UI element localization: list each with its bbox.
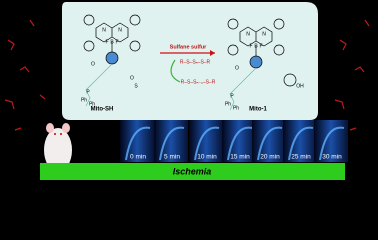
- condition-label: Ischemia: [173, 166, 212, 176]
- tissue-arc: [319, 126, 345, 161]
- tissue-arc: [257, 126, 283, 161]
- tissue-arc: [227, 126, 253, 161]
- timepoint-label: 10 min: [197, 154, 217, 161]
- timepoint-label: 25 min: [291, 154, 311, 161]
- microscopy-strip: 0 min 5 min 10 min 15 min 20 min 25 min 30 min: [120, 120, 348, 162]
- byproduct: R–S–Sₙ₋₁–S–R: [181, 79, 216, 85]
- timepoint-label: 30 min: [322, 154, 342, 161]
- atom-label: N: [262, 31, 266, 37]
- tissue-arc: [159, 126, 185, 161]
- timepoint-label: 5 min: [164, 154, 180, 161]
- atom-label: P: [230, 93, 234, 99]
- condition-bar: [40, 163, 345, 180]
- atom-label: F: [249, 43, 252, 49]
- atom-label: N: [102, 27, 106, 33]
- atom-label: O: [130, 75, 134, 81]
- product-structure: [227, 18, 297, 111]
- tissue-arc: [288, 126, 314, 161]
- molecule-panel: [62, 2, 318, 120]
- timepoint-label: 15 min: [230, 154, 250, 161]
- atom-label: Ph: [89, 101, 95, 107]
- atom-label: P: [86, 89, 90, 95]
- atom-label: Ph: [225, 101, 231, 107]
- mouse: [44, 123, 72, 172]
- atom-label: B: [110, 39, 114, 45]
- red-cells: [4, 19, 370, 155]
- atom-label: F: [105, 39, 108, 45]
- atom-label: Ph: [81, 97, 87, 103]
- atom-label: F: [259, 43, 262, 49]
- timepoint-label: 20 min: [260, 154, 280, 161]
- probe-name: Mito-SH: [91, 107, 114, 113]
- atom-label: O: [235, 65, 239, 71]
- probe-structure: [83, 14, 141, 107]
- curved-arrow: [170, 59, 181, 83]
- atom-label: S: [134, 83, 138, 89]
- atom-label: OH: [296, 83, 304, 89]
- product-name: Mito-1: [249, 107, 267, 113]
- reaction-label: Sulfane sulfur: [170, 44, 208, 50]
- tissue-arc: [125, 126, 151, 161]
- atom-label: Ph: [233, 105, 239, 111]
- atom-label: B: [254, 43, 258, 49]
- tissue-arc: [194, 126, 220, 161]
- reactant: R–S–Sₙ–S–R: [180, 59, 211, 65]
- atom-label: N: [118, 27, 122, 33]
- timepoint-label: 0 min: [130, 154, 146, 161]
- atom-label: F: [115, 39, 118, 45]
- page: Sulfane sulfur R–S–Sₙ–S–R R–S–Sₙ₋₁–S–R M…: [4, 2, 370, 180]
- reaction-arrowhead: [210, 50, 215, 56]
- atom-label: O: [91, 61, 95, 67]
- atom-label: N: [246, 31, 250, 37]
- graphical-abstract: Sulfane sulfur R–S–Sₙ–S–R R–S–Sₙ₋₁–S–R M…: [4, 2, 370, 180]
